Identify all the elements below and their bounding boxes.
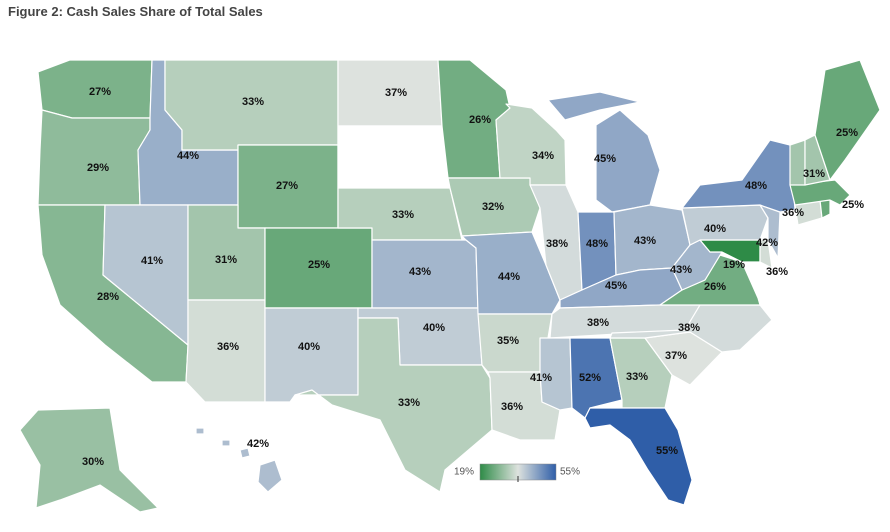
state-SD[interactable] [337, 125, 449, 189]
label-WA: 27% [89, 86, 111, 98]
label-NV: 41% [141, 255, 163, 267]
label-TX: 33% [398, 397, 420, 409]
label-KS: 43% [409, 266, 431, 278]
label-MI: 45% [594, 153, 616, 165]
label-CA: 28% [97, 291, 119, 303]
label-MT: 33% [242, 96, 264, 108]
label-NE: 33% [392, 209, 414, 221]
label-VA: 26% [704, 281, 726, 293]
state-RI[interactable] [819, 199, 831, 219]
label-RI: 25% [842, 199, 864, 211]
label-WI: 34% [532, 150, 554, 162]
label-DE: 36% [766, 266, 788, 278]
label-WV: 43% [670, 264, 692, 276]
label-AK: 30% [82, 456, 104, 468]
state-ME[interactable] [814, 59, 881, 181]
label-CO: 25% [308, 259, 330, 271]
label-ID: 44% [177, 150, 199, 162]
color-legend: 19% 55% [454, 463, 580, 482]
label-NM: 40% [298, 341, 320, 353]
state-NM[interactable] [264, 307, 359, 403]
label-IA: 32% [482, 201, 504, 213]
label-NY: 48% [745, 180, 767, 192]
label-NC: 38% [678, 322, 700, 334]
label-PA: 40% [704, 223, 726, 235]
label-HI: 42% [247, 438, 269, 450]
label-KY: 45% [605, 280, 627, 292]
label-AR: 35% [497, 335, 519, 347]
legend-min-label: 19% [454, 467, 474, 478]
state-NY[interactable] [681, 139, 796, 213]
state-WI[interactable] [495, 103, 567, 186]
lake-superior [505, 78, 600, 100]
state-AK[interactable] [19, 407, 159, 513]
label-WY: 27% [276, 180, 298, 192]
label-LA: 36% [501, 401, 523, 413]
label-AZ: 36% [217, 341, 239, 353]
label-MD: 19% [723, 259, 745, 271]
label-IN: 48% [586, 238, 608, 250]
label-TN: 38% [587, 317, 609, 329]
label-FL: 55% [656, 445, 678, 457]
legend-max-label: 55% [560, 467, 580, 478]
label-OR: 29% [87, 162, 109, 174]
state-HI[interactable] [195, 427, 283, 493]
label-SC: 37% [665, 350, 687, 362]
page-title: Figure 2: Cash Sales Share of Total Sale… [8, 4, 263, 19]
label-UT: 31% [215, 254, 237, 266]
label-CT: 36% [782, 207, 804, 219]
label-NJ: 42% [756, 237, 778, 249]
state-FL[interactable] [584, 407, 693, 506]
state-DE[interactable] [759, 239, 773, 269]
state-MA[interactable] [789, 179, 851, 206]
label-ME: 25% [836, 127, 858, 139]
state-OR[interactable] [37, 109, 151, 206]
great-lakes [505, 78, 600, 100]
state-MI[interactable] [547, 91, 661, 213]
label-AL: 52% [579, 372, 601, 384]
label-MO: 44% [498, 271, 520, 283]
label-OH: 43% [634, 235, 656, 247]
label-MN: 26% [469, 114, 491, 126]
label-MS: 41% [530, 372, 552, 384]
state-TX[interactable] [294, 317, 493, 493]
label-IL: 38% [546, 238, 568, 250]
label-GA: 33% [626, 371, 648, 383]
label-ND: 37% [385, 87, 407, 99]
label-OK: 40% [423, 322, 445, 334]
label-VT-NH: 31% [803, 168, 825, 180]
